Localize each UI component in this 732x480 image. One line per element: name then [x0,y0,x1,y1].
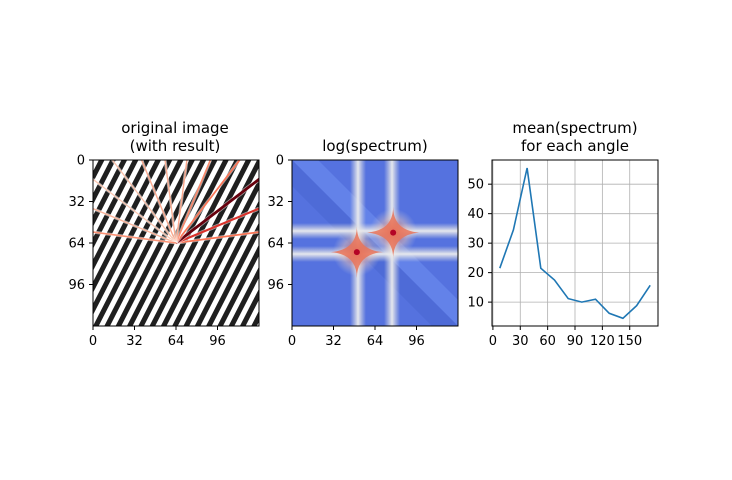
stripe [0,160,37,326]
stripe [239,288,259,326]
ray [175,160,188,244]
peak-core [353,249,360,256]
stripe [0,160,3,326]
ray [175,160,212,244]
panel1-title-line1: original image [121,119,229,137]
p3-xtick-label: 90 [567,334,584,349]
stripe [93,160,150,271]
ray [175,160,241,244]
ray [164,160,177,244]
stripe [93,160,116,205]
p1-ytick-label: 0 [77,154,85,169]
log-spectrum-panel: log(spectrum) 0 32 64 96 0 32 64 96 [267,137,459,350]
stripe [194,200,259,326]
p1-xtick-label: 32 [126,334,143,349]
original-image-panel: original image (with result) 0 32 64 96 0 32 6… [0,119,260,350]
ray [111,160,177,244]
spectrum-peaks [330,206,420,279]
p1-xtick-label: 0 [89,334,97,349]
ray [93,178,177,244]
p3-ytick-label: 50 [467,178,484,193]
stripe [206,222,259,326]
stripe [93,160,184,326]
ray [93,231,177,244]
panel2-ticks: 0 32 64 96 0 32 64 96 [267,154,424,350]
p3-xtick-label: 0 [489,334,497,349]
p3-xtick-label: 60 [539,334,556,349]
angle-rays [93,160,259,245]
spectrum-image [292,160,458,326]
ray [93,207,177,244]
p2-ytick-label: 0 [276,154,284,169]
panel1-ticks: 0 32 64 96 0 32 64 96 [68,154,225,350]
ray [175,231,259,244]
panel3-title-line2: for each angle [521,137,629,155]
p3-ytick-label: 40 [467,207,484,222]
p2-ytick-label: 32 [267,195,284,210]
stripe [228,266,259,326]
p3-xtick-label: 30 [512,334,529,349]
p2-xtick-label: 64 [367,334,384,349]
p2-ytick-label: 64 [267,237,284,252]
stripe [0,160,59,326]
p1-ytick-label: 32 [68,195,85,210]
p3-ytick-label: 30 [467,237,484,252]
p2-xtick-label: 32 [325,334,342,349]
mean-spectrum-panel: mean(spectrum) for each angle 0 30 60 90 120… [467,119,659,349]
stripe [217,244,259,326]
panel3-ticks: 0 30 60 90 120 150 10 20 30 40 50 [467,178,642,349]
p1-xtick-label: 64 [168,334,185,349]
stripe [251,310,259,326]
stripe [149,160,241,326]
ray [140,160,177,244]
stripe [0,160,71,326]
ray [175,207,259,244]
stripe [0,160,25,326]
p3-ytick-label: 10 [467,296,484,311]
stripe [0,160,48,326]
panel2-title: log(spectrum) [322,137,428,155]
stripe [115,160,207,326]
stripe [104,160,195,326]
p2-xtick-label: 0 [288,334,296,349]
p1-xtick-label: 96 [209,334,226,349]
p3-xtick-label: 120 [590,334,615,349]
ray [175,177,259,245]
p1-ytick-label: 96 [68,278,85,293]
stripe [93,160,162,293]
p1-ytick-label: 64 [68,237,85,252]
p3-ytick-label: 20 [467,266,484,281]
panel1-title-line2: (with result) [130,137,221,155]
p3-xtick-label: 150 [617,334,642,349]
panel3-title-line1: mean(spectrum) [512,119,637,137]
p2-ytick-label: 96 [267,278,284,293]
peak-core [390,229,397,236]
stripe [93,160,105,183]
p2-xtick-label: 96 [408,334,425,349]
stripe [0,160,14,326]
stripe [172,160,259,326]
panel3-grid [492,160,658,326]
stripe [93,160,139,249]
mean-spectrum-line [499,167,651,320]
